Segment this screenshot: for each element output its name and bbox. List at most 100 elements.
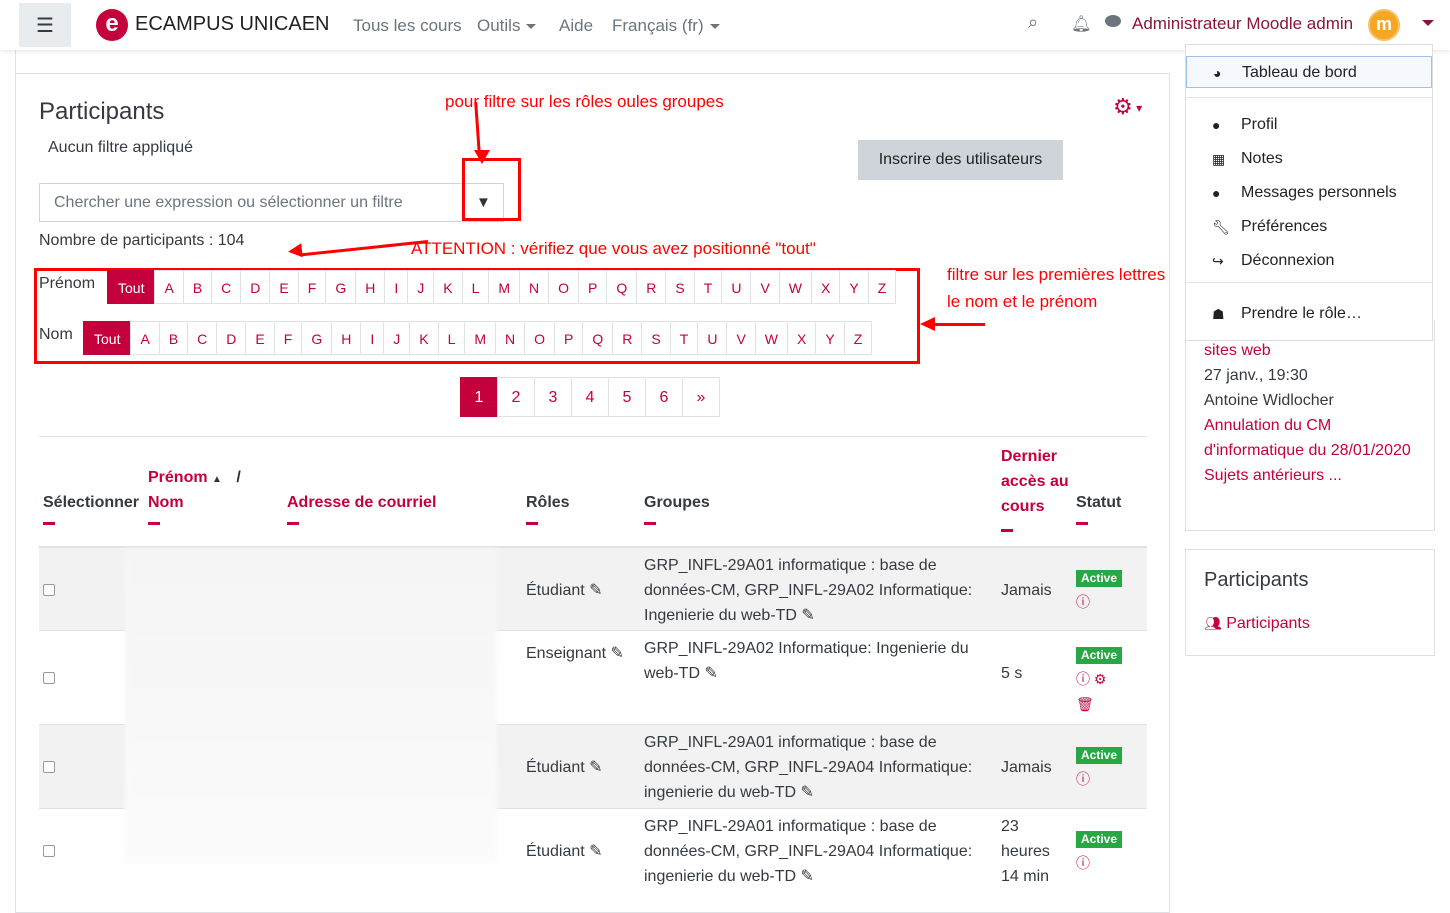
user-menu-item[interactable]: ☗ Prendre le rôle…: [1186, 298, 1432, 330]
lastname-initial-n[interactable]: N: [495, 321, 526, 355]
firstname-initial-l[interactable]: L: [461, 270, 490, 304]
edit-pencil-icon[interactable]: ✎: [584, 759, 603, 776]
lastname-initial-l[interactable]: L: [437, 321, 466, 355]
edit-pencil-icon[interactable]: ✎: [606, 645, 624, 662]
gear-icon[interactable]: ⚙ ▾: [1113, 94, 1143, 119]
col-email[interactable]: Adresse de courriel: [287, 494, 436, 525]
page-link[interactable]: 6: [645, 377, 683, 417]
user-menu-item[interactable]: ● Profil: [1186, 109, 1432, 141]
collapse-icon[interactable]: [644, 522, 656, 525]
user-menu-item[interactable]: 🔧︎ Préférences: [1186, 211, 1432, 243]
nav-all-courses[interactable]: Tous les cours: [353, 16, 462, 35]
firstname-initial-d[interactable]: D: [240, 270, 271, 304]
edit-pencil-icon[interactable]: ✎: [796, 868, 814, 885]
lastname-initial-h[interactable]: H: [331, 321, 362, 355]
firstname-initial-c[interactable]: C: [211, 270, 242, 304]
select-checkbox[interactable]: [43, 584, 55, 596]
lastname-initial-b[interactable]: B: [158, 321, 189, 355]
firstname-initial-k[interactable]: K: [433, 270, 463, 304]
lastname-initial-f[interactable]: F: [273, 321, 303, 355]
lastname-initial-i[interactable]: I: [360, 321, 385, 355]
collapse-icon[interactable]: [43, 522, 55, 525]
trash-icon[interactable]: 🗑︎: [1076, 696, 1094, 712]
lastname-initial-d[interactable]: D: [216, 321, 247, 355]
user-menu-item[interactable]: ● Messages personnels: [1186, 177, 1432, 209]
collapse-icon[interactable]: [148, 522, 160, 525]
firstname-initial-p[interactable]: P: [578, 270, 608, 304]
edit-pencil-icon[interactable]: ✎: [584, 582, 603, 599]
info-icon[interactable]: ⓘ: [1076, 594, 1090, 610]
lastname-initial-y[interactable]: Y: [815, 321, 845, 355]
collapse-icon[interactable]: [526, 522, 538, 525]
dropdown-arrow-icon[interactable]: ▼: [476, 194, 491, 211]
lastname-initial-g[interactable]: G: [301, 321, 333, 355]
user-menu-item[interactable]: ◕ Tableau de bord: [1186, 56, 1432, 88]
enrol-users-button[interactable]: Inscrire des utilisateurs: [858, 140, 1063, 180]
collapse-icon[interactable]: [287, 522, 299, 525]
firstname-initial-f[interactable]: F: [297, 270, 327, 304]
firstname-initial-g[interactable]: G: [325, 270, 357, 304]
lastname-initial-w[interactable]: W: [754, 321, 788, 355]
select-checkbox[interactable]: [43, 672, 55, 684]
firstname-initial-n[interactable]: N: [519, 270, 550, 304]
hamburger-icon[interactable]: ☰: [19, 3, 71, 47]
collapse-icon[interactable]: [1001, 529, 1013, 532]
lastname-initial-t[interactable]: T: [669, 321, 699, 355]
firstname-initial-j[interactable]: J: [407, 270, 435, 304]
lastname-initial-v[interactable]: V: [726, 321, 756, 355]
firstname-initial-v[interactable]: V: [750, 270, 780, 304]
news-link[interactable]: sites web: [1204, 342, 1271, 359]
user-name[interactable]: Administrateur Moodle admin: [1132, 14, 1354, 33]
edit-pencil-icon[interactable]: ✎: [700, 665, 718, 682]
firstname-initial-all[interactable]: Tout: [107, 270, 156, 304]
lastname-initial-x[interactable]: X: [787, 321, 817, 355]
select-checkbox[interactable]: [43, 761, 55, 773]
firstname-initial-r[interactable]: R: [636, 270, 667, 304]
page-link[interactable]: 3: [534, 377, 572, 417]
sort-lastname[interactable]: Nom: [148, 494, 184, 511]
lastname-initial-e[interactable]: E: [245, 321, 275, 355]
lastname-initial-k[interactable]: K: [409, 321, 439, 355]
lastname-initial-s[interactable]: S: [641, 321, 671, 355]
edit-pencil-icon[interactable]: ✎: [584, 843, 603, 860]
nav-tools[interactable]: Outils: [477, 16, 537, 36]
user-menu-item[interactable]: ↪ Déconnexion: [1186, 245, 1432, 277]
page-link[interactable]: 1: [460, 377, 498, 417]
bell-icon[interactable]: 🔔︎: [1071, 16, 1092, 33]
lastname-initial-u[interactable]: U: [697, 321, 728, 355]
info-icon[interactable]: ⓘ: [1076, 771, 1090, 787]
gear-icon[interactable]: ⚙: [1090, 671, 1107, 687]
page-link[interactable]: 2: [497, 377, 535, 417]
page-link[interactable]: »: [682, 377, 720, 417]
col-firstname[interactable]: Prénom ▲ /: [148, 469, 241, 487]
lastname-initial-j[interactable]: J: [383, 321, 411, 355]
collapse-icon[interactable]: [1076, 522, 1088, 525]
firstname-initial-t[interactable]: T: [693, 270, 723, 304]
info-icon[interactable]: ⓘ: [1076, 855, 1090, 871]
lastname-initial-o[interactable]: O: [524, 321, 556, 355]
sort-last-access[interactable]: Dernier accès au cours: [1001, 448, 1069, 515]
news-link[interactable]: Annulation du CM d'informatique du 28/01…: [1204, 417, 1411, 459]
firstname-initial-o[interactable]: O: [548, 270, 580, 304]
nav-help[interactable]: Aide: [559, 16, 594, 35]
participants-link[interactable]: 👥︎ Participants: [1204, 615, 1310, 633]
select-checkbox[interactable]: [43, 845, 55, 857]
page-link[interactable]: 5: [608, 377, 646, 417]
news-link[interactable]: Sujets antérieurs ...: [1204, 467, 1342, 484]
lastname-initial-a[interactable]: A: [130, 321, 160, 355]
lastname-initial-c[interactable]: C: [187, 321, 218, 355]
user-menu-caret-icon[interactable]: [1422, 20, 1434, 26]
firstname-initial-x[interactable]: X: [811, 270, 841, 304]
firstname-initial-m[interactable]: M: [488, 270, 521, 304]
logo[interactable]: e: [96, 9, 128, 41]
info-icon[interactable]: ⓘ: [1076, 671, 1090, 687]
sort-email[interactable]: Adresse de courriel: [287, 494, 437, 511]
lastname-initial-all[interactable]: Tout: [83, 321, 132, 355]
edit-pencil-icon[interactable]: ✎: [796, 784, 814, 801]
col-last-access[interactable]: Dernier accès au cours: [1001, 444, 1071, 532]
page-link[interactable]: 4: [571, 377, 609, 417]
firstname-initial-z[interactable]: Z: [867, 270, 897, 304]
sort-firstname[interactable]: Prénom: [148, 469, 208, 486]
firstname-initial-u[interactable]: U: [721, 270, 752, 304]
firstname-initial-y[interactable]: Y: [839, 270, 869, 304]
